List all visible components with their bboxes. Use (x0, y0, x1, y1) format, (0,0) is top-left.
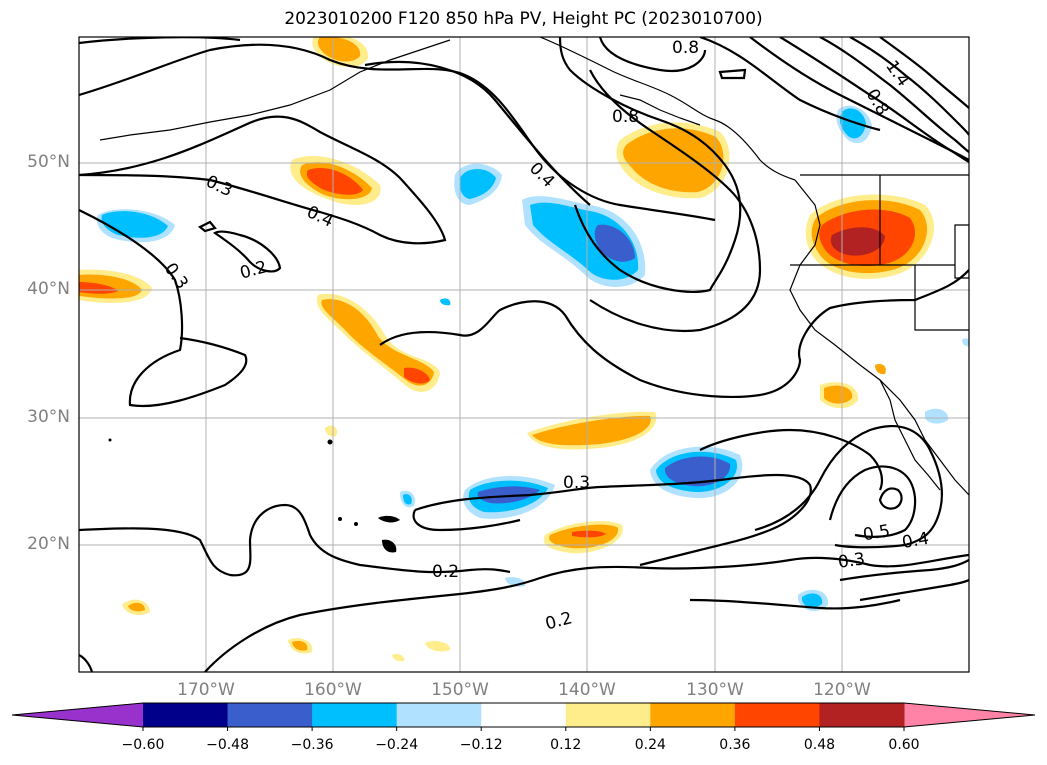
colorbar-extend-high (904, 703, 1035, 727)
colorbar (11, 702, 1036, 731)
colorbar-cell (312, 703, 398, 727)
map-title: 2023010200 F120 850 hPa PV, Height PC (2… (284, 9, 763, 29)
colorbar-tick-label: −0.60 (121, 737, 165, 753)
lat-tick-label: 30°N (27, 407, 70, 427)
lat-tick-label: 50°N (27, 152, 70, 172)
map-frame (78, 36, 970, 673)
map-plot-area: 0.8 0.8 1.4 0.8 0.4 0.3 0.4 0.2 0.3 0.3 … (79, 37, 969, 672)
colorbar-extend-low (12, 703, 143, 727)
contour-label: 0.8 (672, 38, 699, 58)
contour-label: 0.5 (861, 521, 891, 545)
colorbar-cell (650, 703, 736, 727)
colorbar-cell (734, 703, 820, 727)
colorbar-tick-label: 0.24 (634, 737, 666, 753)
contour-label: 0.3 (837, 549, 867, 573)
colorbar-tick-label: −0.24 (375, 737, 419, 753)
lon-tick-label: 170°W (177, 680, 235, 700)
lon-tick-label: 130°W (686, 680, 744, 700)
contour-label: 0.3 (563, 473, 590, 493)
height-contours (79, 37, 969, 672)
islands (108, 438, 400, 553)
colorbar-cell (819, 703, 905, 727)
lat-tick-label: 40°N (27, 279, 70, 299)
colorbar-cell (481, 703, 567, 727)
lon-tick-label: 140°W (558, 680, 616, 700)
lat-tick-label: 20°N (27, 534, 70, 554)
colorbar-cell (565, 703, 651, 727)
colorbar-cell (227, 703, 313, 727)
colorbar-tick-label: −0.12 (459, 737, 503, 753)
contour-label: 0.8 (612, 107, 639, 127)
colorbar-tick-label: 0.48 (803, 737, 836, 753)
colorbar-cell (143, 703, 229, 727)
colorbar-tick-label: −0.48 (206, 737, 249, 753)
colorbar-tick-label: 0.60 (888, 737, 920, 753)
colorbar-tick-label: 0.36 (719, 737, 751, 753)
colorbar-cell (396, 703, 482, 727)
lon-tick-label: 150°W (431, 680, 489, 700)
coastlines (99, 37, 969, 496)
lon-tick-label: 160°W (304, 680, 362, 700)
lon-tick-label: 120°W (813, 680, 871, 700)
colorbar-tick-label: 0.12 (550, 737, 582, 753)
colorbar-tick-label: −0.36 (290, 737, 334, 753)
contour-label: 0.4 (900, 529, 930, 553)
contour-label: 0.2 (432, 562, 459, 582)
